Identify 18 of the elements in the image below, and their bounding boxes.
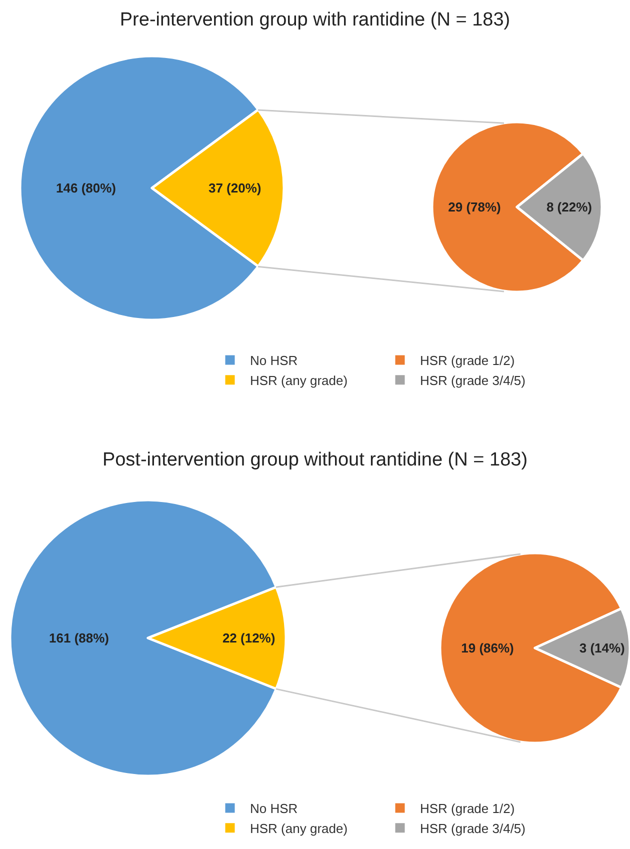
data-label: 37 (20%): [208, 180, 262, 196]
legend-label: HSR (any grade): [250, 372, 348, 388]
chart-title: Pre-intervention group with rantidine (N = 183): [120, 9, 510, 30]
chart-title: Post-intervention group without rantidine (N = 183): [102, 449, 528, 470]
data-label: 8 (22%): [546, 200, 592, 214]
data-label: 3 (14%): [579, 640, 625, 656]
data-label: 19 (86%): [461, 640, 514, 656]
legend-label: HSR (any grade): [250, 820, 348, 836]
legend-label: HSR (grade 1/2): [420, 801, 515, 816]
data-label: 22 (12%): [222, 630, 276, 646]
legend-label: HSR (grade 1/2): [420, 353, 515, 368]
legend-label: No HSR: [250, 353, 298, 368]
legend-label: HSR (grade 3/4/5): [420, 372, 526, 388]
legend-label: HSR (grade 3/4/5): [420, 820, 526, 836]
data-label: 146 (80%): [56, 180, 116, 196]
data-label: 29 (78%): [448, 200, 501, 214]
legend-label: No HSR: [250, 801, 298, 816]
data-label: 161 (88%): [49, 630, 109, 646]
